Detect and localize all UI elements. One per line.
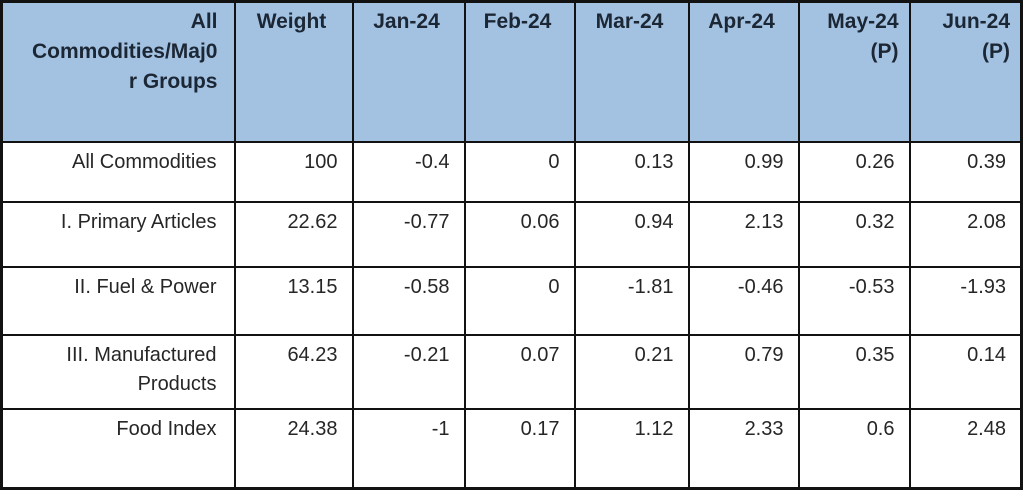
value-cell: 0.6 <box>797 407 911 490</box>
header-cell-feb-24: Feb-24 <box>463 0 576 143</box>
value-cell: 0.39 <box>908 140 1023 203</box>
table-row-food-index: Food Index 24.38 -1 0.17 1.12 2.33 0.6 2… <box>0 407 1023 490</box>
table-body: All Commodities 100 -0.4 0 0.13 0.99 0.2… <box>0 140 1023 490</box>
row-label-cell: I. Primary Articles <box>0 200 236 268</box>
value-cell: 0.07 <box>463 333 576 410</box>
header-cell-weight: Weight <box>233 0 354 143</box>
header-cell-may-24-provisional: May-24 (P) <box>797 0 911 143</box>
value-cell: 0.32 <box>797 200 911 268</box>
row-label-cell: III. Manufactured Products <box>0 333 236 410</box>
value-cell: 2.13 <box>687 200 800 268</box>
table-row-all-commodities: All Commodities 100 -0.4 0 0.13 0.99 0.2… <box>0 140 1023 203</box>
value-cell: -0.46 <box>687 265 800 336</box>
value-cell: -0.53 <box>797 265 911 336</box>
value-cell: 64.23 <box>233 333 354 410</box>
value-cell: 0.99 <box>687 140 800 203</box>
table-row-fuel-and-power: II. Fuel & Power 13.15 -0.58 0 -1.81 -0.… <box>0 265 1023 336</box>
value-cell: 0.79 <box>687 333 800 410</box>
value-cell: 0 <box>463 265 576 336</box>
header-cell-commodities-major-groups: All Commodities/Maj0 r Groups <box>0 0 236 143</box>
header-cell-mar-24: Mar-24 <box>573 0 690 143</box>
value-cell: -1.81 <box>573 265 690 336</box>
row-label-cell: II. Fuel & Power <box>0 265 236 336</box>
header-row: All Commodities/Maj0 r Groups Weight Jan… <box>0 0 1023 143</box>
value-cell: 2.08 <box>908 200 1023 268</box>
value-cell: 22.62 <box>233 200 354 268</box>
row-label-cell: Food Index <box>0 407 236 490</box>
value-cell: 0.35 <box>797 333 911 410</box>
value-cell: -0.58 <box>351 265 466 336</box>
value-cell: -1 <box>351 407 466 490</box>
value-cell: -1.93 <box>908 265 1023 336</box>
value-cell: 1.12 <box>573 407 690 490</box>
table-row-manufactured-products: III. Manufactured Products 64.23 -0.21 0… <box>0 333 1023 410</box>
value-cell: -0.4 <box>351 140 466 203</box>
value-cell: 0.13 <box>573 140 690 203</box>
value-cell: 0.94 <box>573 200 690 268</box>
value-cell: -0.77 <box>351 200 466 268</box>
header-cell-apr-24: Apr-24 <box>687 0 800 143</box>
value-cell: -0.21 <box>351 333 466 410</box>
value-cell: 24.38 <box>233 407 354 490</box>
value-cell: 2.48 <box>908 407 1023 490</box>
row-label-cell: All Commodities <box>0 140 236 203</box>
header-cell-jun-24-provisional: Jun-24 (P) <box>908 0 1023 143</box>
value-cell: 0.14 <box>908 333 1023 410</box>
table-header: All Commodities/Maj0 r Groups Weight Jan… <box>0 0 1023 143</box>
value-cell: 13.15 <box>233 265 354 336</box>
value-cell: 0.17 <box>463 407 576 490</box>
value-cell: 2.33 <box>687 407 800 490</box>
value-cell: 0.06 <box>463 200 576 268</box>
header-cell-jan-24: Jan-24 <box>351 0 466 143</box>
value-cell: 0.26 <box>797 140 911 203</box>
value-cell: 0.21 <box>573 333 690 410</box>
value-cell: 100 <box>233 140 354 203</box>
table-row-primary-articles: I. Primary Articles 22.62 -0.77 0.06 0.9… <box>0 200 1023 268</box>
value-cell: 0 <box>463 140 576 203</box>
